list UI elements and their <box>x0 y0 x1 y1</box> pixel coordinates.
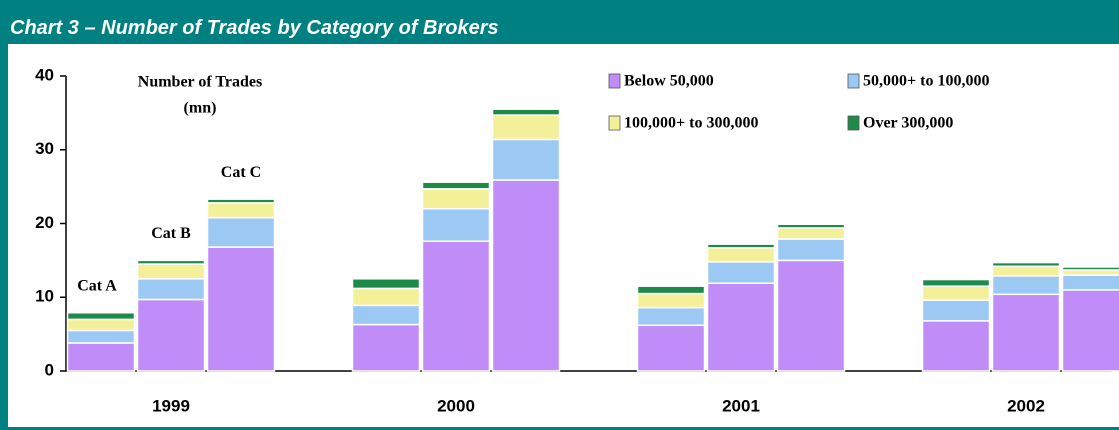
bar-segment <box>1061 289 1119 372</box>
bar-segment <box>351 304 421 326</box>
bar-segment <box>136 278 206 301</box>
bar-segment <box>66 329 136 344</box>
bar-segment <box>136 263 206 280</box>
annotation: Number of Trades <box>138 74 262 91</box>
bar-segment <box>136 259 206 265</box>
bar-segment <box>636 324 706 372</box>
legend-label: Below 50,000 <box>624 73 714 90</box>
y-tick-label: 0 <box>45 360 54 379</box>
bar-segment <box>991 293 1061 372</box>
legend-label: 100,000+ to 300,000 <box>624 115 758 132</box>
bar-annotation: Cat C <box>221 164 261 181</box>
bar-segment <box>636 306 706 327</box>
x-tick-label: 2001 <box>722 396 760 415</box>
bar-segment <box>706 261 776 284</box>
legend-swatch <box>608 115 621 131</box>
legend-swatch <box>847 73 860 89</box>
bar-segment <box>206 246 276 372</box>
bar-segment <box>351 323 421 372</box>
bar-segment <box>706 282 776 372</box>
bar-segment <box>66 342 136 372</box>
bar-segment <box>66 318 136 332</box>
bar-segment <box>491 108 561 116</box>
bar-segment <box>206 216 276 248</box>
bar-segment <box>421 181 491 190</box>
legend-swatch <box>608 73 621 89</box>
bar-segment <box>206 198 276 204</box>
bar-segment <box>351 287 421 307</box>
bar-segment <box>706 247 776 263</box>
bar-segment <box>776 227 846 240</box>
bar-segment <box>706 243 776 249</box>
x-tick-label: 2002 <box>1007 396 1045 415</box>
bar-segment <box>206 202 276 219</box>
bar-segment <box>136 298 206 372</box>
bar-segment <box>921 299 991 322</box>
bar-segment <box>991 275 1061 296</box>
bar-segment <box>491 138 561 181</box>
bar-segment <box>991 265 1061 277</box>
bar-segment <box>921 278 991 287</box>
bar-segment <box>991 261 1061 268</box>
bar-segment <box>421 240 491 372</box>
y-tick-label: 10 <box>35 287 54 306</box>
bar-segment <box>1061 269 1119 276</box>
bar-segment <box>491 179 561 372</box>
y-tick-label: 30 <box>35 139 54 158</box>
bar-segment <box>636 285 706 295</box>
x-tick-label: 2000 <box>437 396 475 415</box>
bar-segment <box>776 223 846 229</box>
bar-segment <box>921 285 991 301</box>
chart-title: Chart 3 – Number of Trades by Category o… <box>8 0 1119 44</box>
bar-segment <box>1061 274 1119 291</box>
annotation: (mn) <box>184 100 217 117</box>
legend-label: 50,000+ to 100,000 <box>863 73 989 90</box>
bar-segment <box>421 188 491 210</box>
legend-swatch <box>847 115 860 131</box>
bar-segment <box>351 278 421 290</box>
bar-segment <box>66 311 136 321</box>
bar-segment <box>921 320 991 372</box>
bar-segment <box>776 238 846 262</box>
bar-segment <box>421 208 491 242</box>
bar-segment <box>636 292 706 309</box>
bar-segment <box>1061 266 1119 271</box>
bar-segment <box>491 114 561 141</box>
bar-annotation: Cat A <box>77 277 117 294</box>
bar-annotation: Cat B <box>151 225 191 242</box>
legend-label: Over 300,000 <box>863 115 953 132</box>
bar-segment <box>776 259 846 372</box>
y-tick-label: 20 <box>35 213 54 232</box>
y-tick-label: 40 <box>35 65 54 84</box>
x-tick-label: 1999 <box>152 396 190 415</box>
